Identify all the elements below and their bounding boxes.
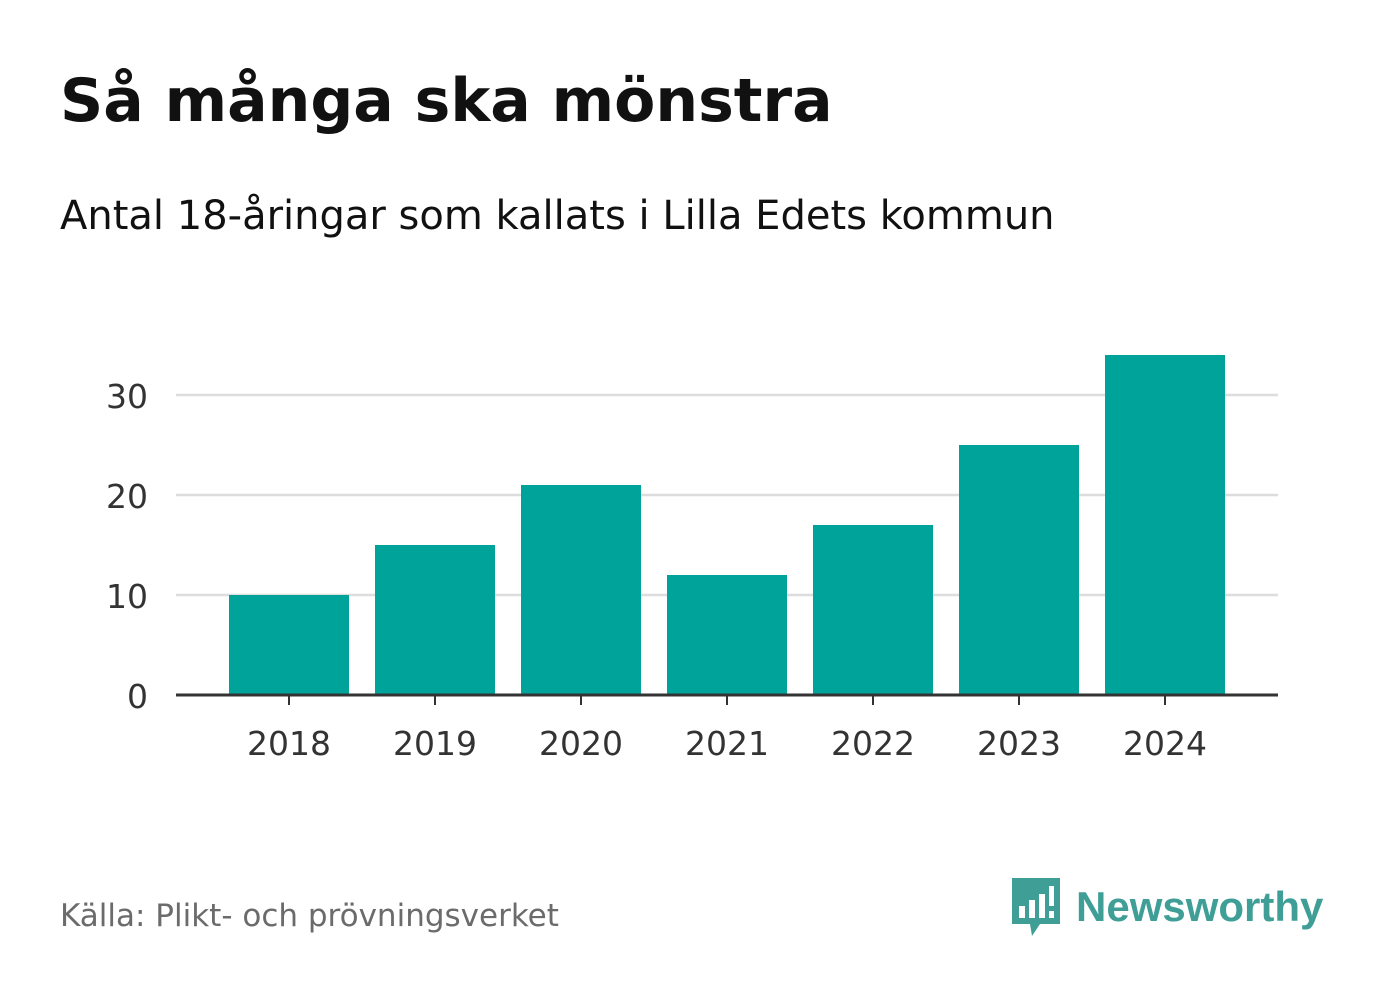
- y-tick-label: 20: [106, 477, 148, 516]
- bar-2020: [521, 485, 641, 695]
- x-tick-label: 2019: [393, 724, 477, 763]
- bar-2018: [229, 595, 349, 695]
- x-tick-label: 2020: [539, 724, 623, 763]
- y-tick-label: 10: [106, 577, 148, 616]
- y-axis-ticks: 0 10 20 30: [106, 377, 148, 716]
- x-tick-label: 2024: [1123, 724, 1207, 763]
- y-tick-label: 30: [106, 377, 148, 416]
- chart-subtitle: Antal 18-åringar som kallats i Lilla Ede…: [60, 193, 1055, 239]
- bar-2024: [1105, 355, 1225, 695]
- brand-name: Newsworthy: [1076, 883, 1324, 930]
- bars: [229, 355, 1225, 695]
- x-tick-label: 2022: [831, 724, 915, 763]
- brand-bubble-icon: [1012, 878, 1060, 936]
- bar-2019: [375, 545, 495, 695]
- x-tick-label: 2023: [977, 724, 1061, 763]
- x-tick-label: 2021: [685, 724, 769, 763]
- y-tick-label: 0: [127, 677, 148, 716]
- bar-2021: [667, 575, 787, 695]
- chart-title: Så många ska mönstra: [60, 66, 833, 136]
- source-note: Källa: Plikt- och prövningsverket: [60, 898, 559, 934]
- x-axis-ticks: 2018 2019 2020 2021 2022 2023 2024: [247, 695, 1207, 763]
- x-tick-label: 2018: [247, 724, 331, 763]
- bar-2023: [959, 445, 1079, 695]
- newsworthy-logo: Newsworthy: [1010, 872, 1323, 942]
- bar-2022: [813, 525, 933, 695]
